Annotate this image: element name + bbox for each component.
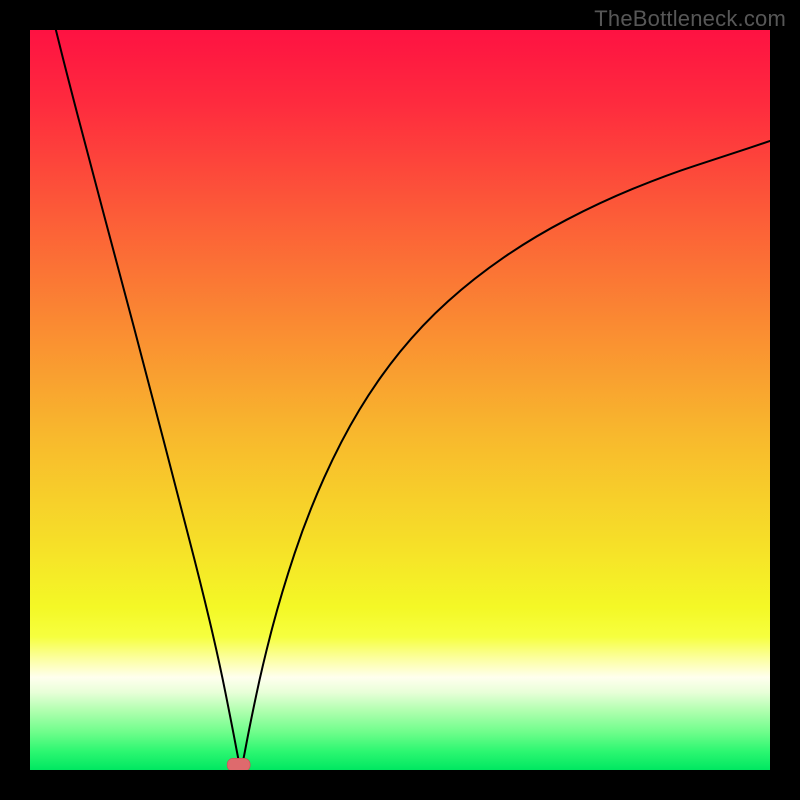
plot-svg xyxy=(30,30,770,770)
gradient-background xyxy=(30,30,770,770)
minimum-marker xyxy=(227,758,250,770)
chart-frame: TheBottleneck.com xyxy=(0,0,800,800)
plot-area xyxy=(30,30,770,770)
watermark-text: TheBottleneck.com xyxy=(594,6,786,32)
